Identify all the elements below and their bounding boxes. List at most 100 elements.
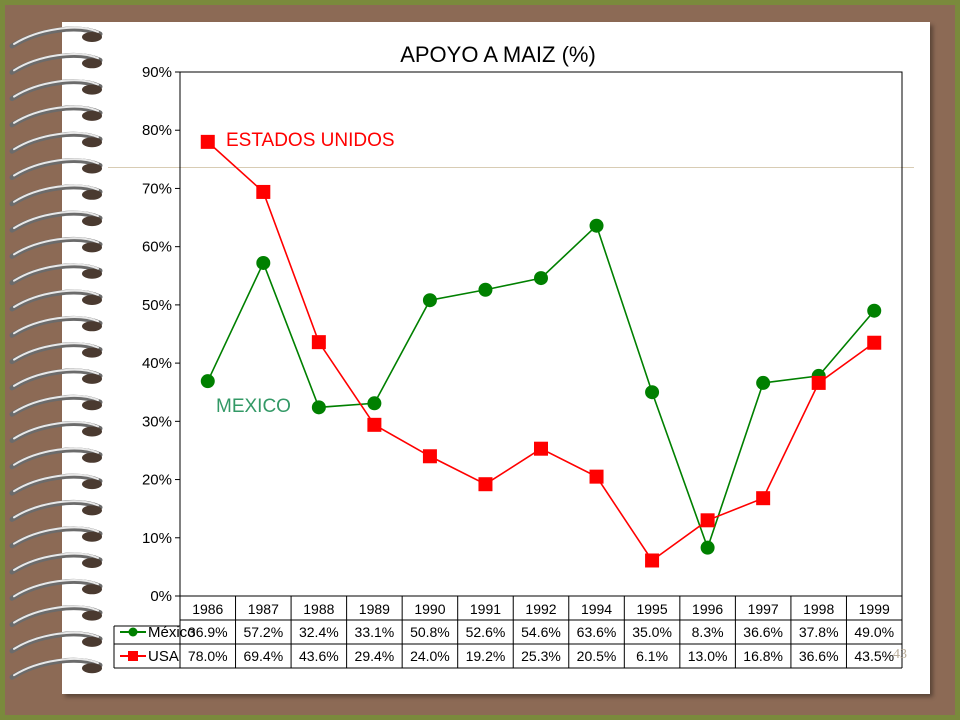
- annotation-estados-unidos: ESTADOS UNIDOS: [226, 130, 395, 151]
- legend-label-méxico: México: [148, 624, 196, 641]
- table-value-usa: 69.4%: [243, 648, 283, 664]
- x-category-label: 1986: [192, 601, 223, 617]
- y-tick-label: 60%: [142, 239, 172, 256]
- spiral-ring-highlight: [13, 79, 99, 98]
- usa-point: [534, 441, 548, 456]
- x-category-label: 1997: [748, 601, 779, 617]
- x-category-label: 1988: [303, 601, 334, 617]
- mexico-point: [422, 293, 437, 308]
- usa-point: [256, 184, 271, 199]
- usa-point: [756, 491, 771, 506]
- spiral-hole: [82, 32, 102, 42]
- table-value-usa: 20.5%: [577, 648, 617, 664]
- spiral-hole: [82, 373, 102, 384]
- mexico-point: [534, 271, 548, 286]
- table-value-usa: 29.4%: [355, 648, 395, 664]
- spiral-hole: [82, 400, 102, 411]
- spiral-ring-highlight: [13, 158, 99, 177]
- table-value-méxico: 54.6%: [521, 624, 561, 640]
- x-category-label: 1996: [692, 601, 723, 617]
- x-category-label: 1992: [525, 601, 556, 617]
- plot-frame: [179, 71, 903, 597]
- y-tick-label: 80%: [142, 122, 172, 139]
- table-value-usa: 24.0%: [410, 648, 450, 664]
- table-value-usa: 43.6%: [299, 648, 339, 664]
- spiral-hole: [82, 452, 102, 463]
- y-tick-label: 90%: [142, 64, 172, 81]
- spiral-ring-highlight: [13, 368, 99, 387]
- y-tick-label: 10%: [142, 530, 172, 547]
- legend-label-usa: USA: [148, 648, 179, 665]
- y-tick-label: 30%: [142, 413, 172, 430]
- chart-title: APOYO A MAIZ (%): [400, 42, 596, 67]
- legend-key-square: [128, 651, 138, 661]
- table-value-méxico: 36.9%: [188, 624, 228, 640]
- spiral-hole: [82, 426, 102, 437]
- table-value-usa: 25.3%: [521, 648, 561, 664]
- mexico-point: [756, 375, 771, 390]
- x-category-label: 1999: [859, 601, 890, 617]
- spiral-ring-highlight: [13, 631, 99, 650]
- spiral-hole: [82, 636, 102, 647]
- header-divider-line: [108, 167, 914, 168]
- usa-point: [867, 335, 882, 350]
- x-category-label: 1998: [803, 601, 834, 617]
- x-category-label: 1987: [248, 601, 279, 617]
- table-value-usa: 36.6%: [799, 648, 839, 664]
- x-category-label: 1994: [581, 601, 612, 617]
- spiral-ring-highlight: [13, 210, 99, 230]
- usa-point: [422, 449, 437, 464]
- x-category-label: 1989: [359, 601, 390, 617]
- table-value-usa: 16.8%: [743, 648, 783, 664]
- usa-point: [700, 513, 715, 528]
- table-value-usa: 78.0%: [188, 648, 228, 664]
- spiral-ring-highlight: [13, 579, 99, 598]
- chart-area: APOYO A MAIZ (%) 0% 10% 20% 30% 40% 50% 60% 70%…: [108, 40, 914, 690]
- spiral-ring-highlight: [13, 605, 99, 624]
- spiral-hole: [82, 321, 102, 332]
- spiral-hole: [82, 268, 102, 279]
- spiral-ring-highlight: [13, 131, 99, 151]
- mexico-point: [367, 396, 382, 411]
- spiral-ring-highlight: [13, 447, 99, 466]
- spiral-hole: [82, 137, 102, 148]
- y-tick-label: 70%: [142, 180, 172, 197]
- table-value-méxico: 57.2%: [243, 624, 283, 640]
- spiral-ring-highlight: [13, 657, 99, 677]
- table-value-méxico: 8.3%: [692, 624, 724, 640]
- spiral-hole: [82, 584, 102, 595]
- table-value-méxico: 49.0%: [854, 624, 894, 640]
- usa-point: [478, 477, 493, 492]
- spiral-hole: [82, 58, 102, 69]
- y-tick-label: 0%: [150, 588, 172, 605]
- spiral-hole: [82, 189, 102, 200]
- spiral-ring-highlight: [13, 500, 99, 519]
- spiral-hole: [82, 163, 102, 174]
- spiral-ring-highlight: [13, 473, 99, 493]
- x-category-label: 1995: [636, 601, 667, 617]
- mexico-point: [867, 303, 882, 318]
- spiral-hole: [82, 84, 102, 95]
- y-tick-label: 40%: [142, 355, 172, 372]
- table-value-usa: 19.2%: [466, 648, 506, 664]
- table-value-méxico: 36.6%: [743, 624, 783, 640]
- usa-point: [200, 134, 215, 149]
- series-line-usa: [207, 141, 875, 562]
- mexico-point: [200, 374, 215, 389]
- spiral-ring-highlight: [13, 552, 99, 571]
- y-tick-label: 20%: [142, 472, 172, 489]
- mexico-point: [311, 400, 326, 415]
- spiral-ring-highlight: [13, 53, 99, 72]
- spiral-hole: [82, 216, 102, 227]
- table-value-usa: 6.1%: [636, 648, 668, 664]
- spiral-hole: [82, 110, 102, 121]
- table-value-méxico: 52.6%: [466, 624, 506, 640]
- table-value-usa: 13.0%: [688, 648, 728, 664]
- mexico-point: [589, 218, 604, 233]
- spiral-ring-highlight: [13, 394, 99, 414]
- spiral-ring-highlight: [13, 105, 99, 124]
- spiral-hole: [82, 479, 102, 490]
- spiral-ring-highlight: [13, 237, 99, 256]
- y-tick-label: 50%: [142, 297, 172, 314]
- usa-point: [811, 375, 826, 390]
